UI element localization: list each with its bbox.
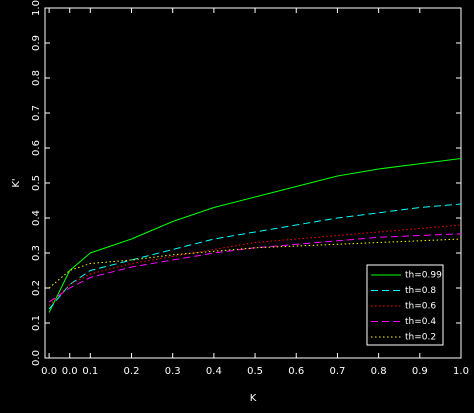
x-tick-label: 0.9 <box>412 366 428 377</box>
legend-box <box>366 264 444 346</box>
x-axis-label: K <box>250 393 257 404</box>
x-tick-label: 0.2 <box>124 366 140 377</box>
y-axis-label: K' <box>11 178 22 187</box>
legend-label: th=0.8 <box>405 286 436 296</box>
x-tick-label: 0.6 <box>288 366 304 377</box>
legend-label: th=0.4 <box>405 317 436 327</box>
y-tick-label: 0.6 <box>31 140 42 156</box>
x-tick-label: 0.4 <box>206 366 222 377</box>
x-tick-label: 0.7 <box>329 366 345 377</box>
y-tick-label: 0.4 <box>31 210 42 226</box>
y-tick-label: 1.0 <box>31 0 42 16</box>
series-line <box>48 158 462 313</box>
x-tick-label: 0.0 <box>41 366 57 377</box>
x-tick-label: 0.0 <box>62 366 78 377</box>
series-line <box>48 238 462 289</box>
y-tick-label: 0.3 <box>31 245 42 261</box>
legend-label: th=0.2 <box>405 333 436 343</box>
y-tick-label: 0.8 <box>31 70 42 86</box>
series-line <box>48 203 462 310</box>
y-tick-label: 0.7 <box>31 105 42 121</box>
x-tick-label: 0.3 <box>165 366 181 377</box>
y-tick-label: 0.1 <box>31 315 42 331</box>
y-tick-label: 0.5 <box>31 175 42 191</box>
y-tick-label: 0.9 <box>31 35 42 51</box>
legend-label: th=0.6 <box>405 302 436 312</box>
legend-label: th=0.99 <box>405 271 442 281</box>
x-tick-label: 0.1 <box>82 366 98 377</box>
series-line <box>48 233 462 303</box>
x-tick-label: 0.8 <box>371 366 387 377</box>
x-tick-label: 0.5 <box>247 366 263 377</box>
series-line <box>48 224 462 306</box>
x-tick-label: 1.0 <box>453 366 469 377</box>
y-tick-label: 0.0 <box>31 350 42 366</box>
y-tick-label: 0.2 <box>31 280 42 296</box>
